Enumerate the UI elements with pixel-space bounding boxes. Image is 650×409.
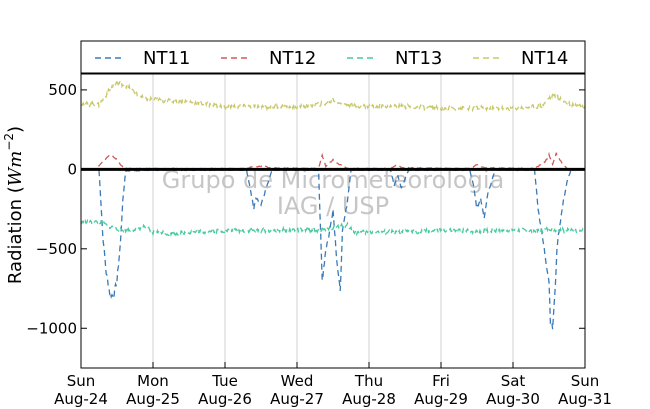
x-tick-label-day: Tue [211, 372, 238, 390]
x-tick-label-date: Aug-24 [54, 390, 108, 408]
y-axis-label-unit: Wm [5, 151, 26, 187]
y-tick-label: −500 [36, 240, 77, 258]
x-tick-label-date: Aug-31 [558, 390, 612, 408]
series-lines [80, 79, 586, 330]
plot-frame [80, 73, 586, 369]
legend-label-nt11: NT11 [143, 48, 190, 69]
legend-box [80, 40, 586, 74]
grid-lines [152, 74, 514, 368]
legend-label-nt12: NT12 [269, 48, 316, 69]
y-axis-label-text: Radiation ( [5, 186, 26, 284]
x-tick-label-day: Fri [432, 372, 450, 390]
series-line-nt14 [80, 79, 586, 113]
y-axis-label: Radiation (Wm−2) [2, 126, 26, 284]
x-tick-label-day: Thu [354, 372, 383, 390]
legend-label-nt14: NT14 [521, 48, 568, 69]
y-tick-label: 500 [48, 81, 77, 99]
plot-area [81, 74, 585, 368]
y-axis-label-close: ) [5, 126, 26, 133]
x-tick-label-date: Aug-28 [342, 390, 396, 408]
x-axis: SunAug-24MonAug-25TueAug-26WedAug-27ThuA… [54, 362, 612, 408]
x-tick-label-day: Sun [571, 372, 600, 390]
x-tick-label-date: Aug-30 [486, 390, 540, 408]
x-tick-label-day: Wed [281, 372, 314, 390]
x-tick-label-day: Sat [501, 372, 526, 390]
x-tick-label-date: Aug-26 [198, 390, 252, 408]
series-line-nt13 [80, 218, 586, 238]
x-tick-label-date: Aug-25 [126, 390, 180, 408]
series-line-nt11 [98, 168, 572, 330]
y-axis-label-exponent: −2 [2, 133, 16, 151]
y-axis: −1000 −500 0 500 [26, 81, 585, 337]
y-tick-label: −1000 [26, 319, 77, 337]
series-line-nt12 [80, 151, 568, 171]
x-tick-label-date: Aug-29 [414, 390, 468, 408]
y-tick-label: 0 [67, 160, 77, 178]
legend: NT11 NT12 NT13 NT14 [80, 40, 586, 74]
x-tick-label-day: Sun [67, 372, 96, 390]
legend-label-nt13: NT13 [395, 48, 442, 69]
x-tick-label-day: Mon [137, 372, 169, 390]
x-tick-label-date: Aug-27 [270, 390, 324, 408]
